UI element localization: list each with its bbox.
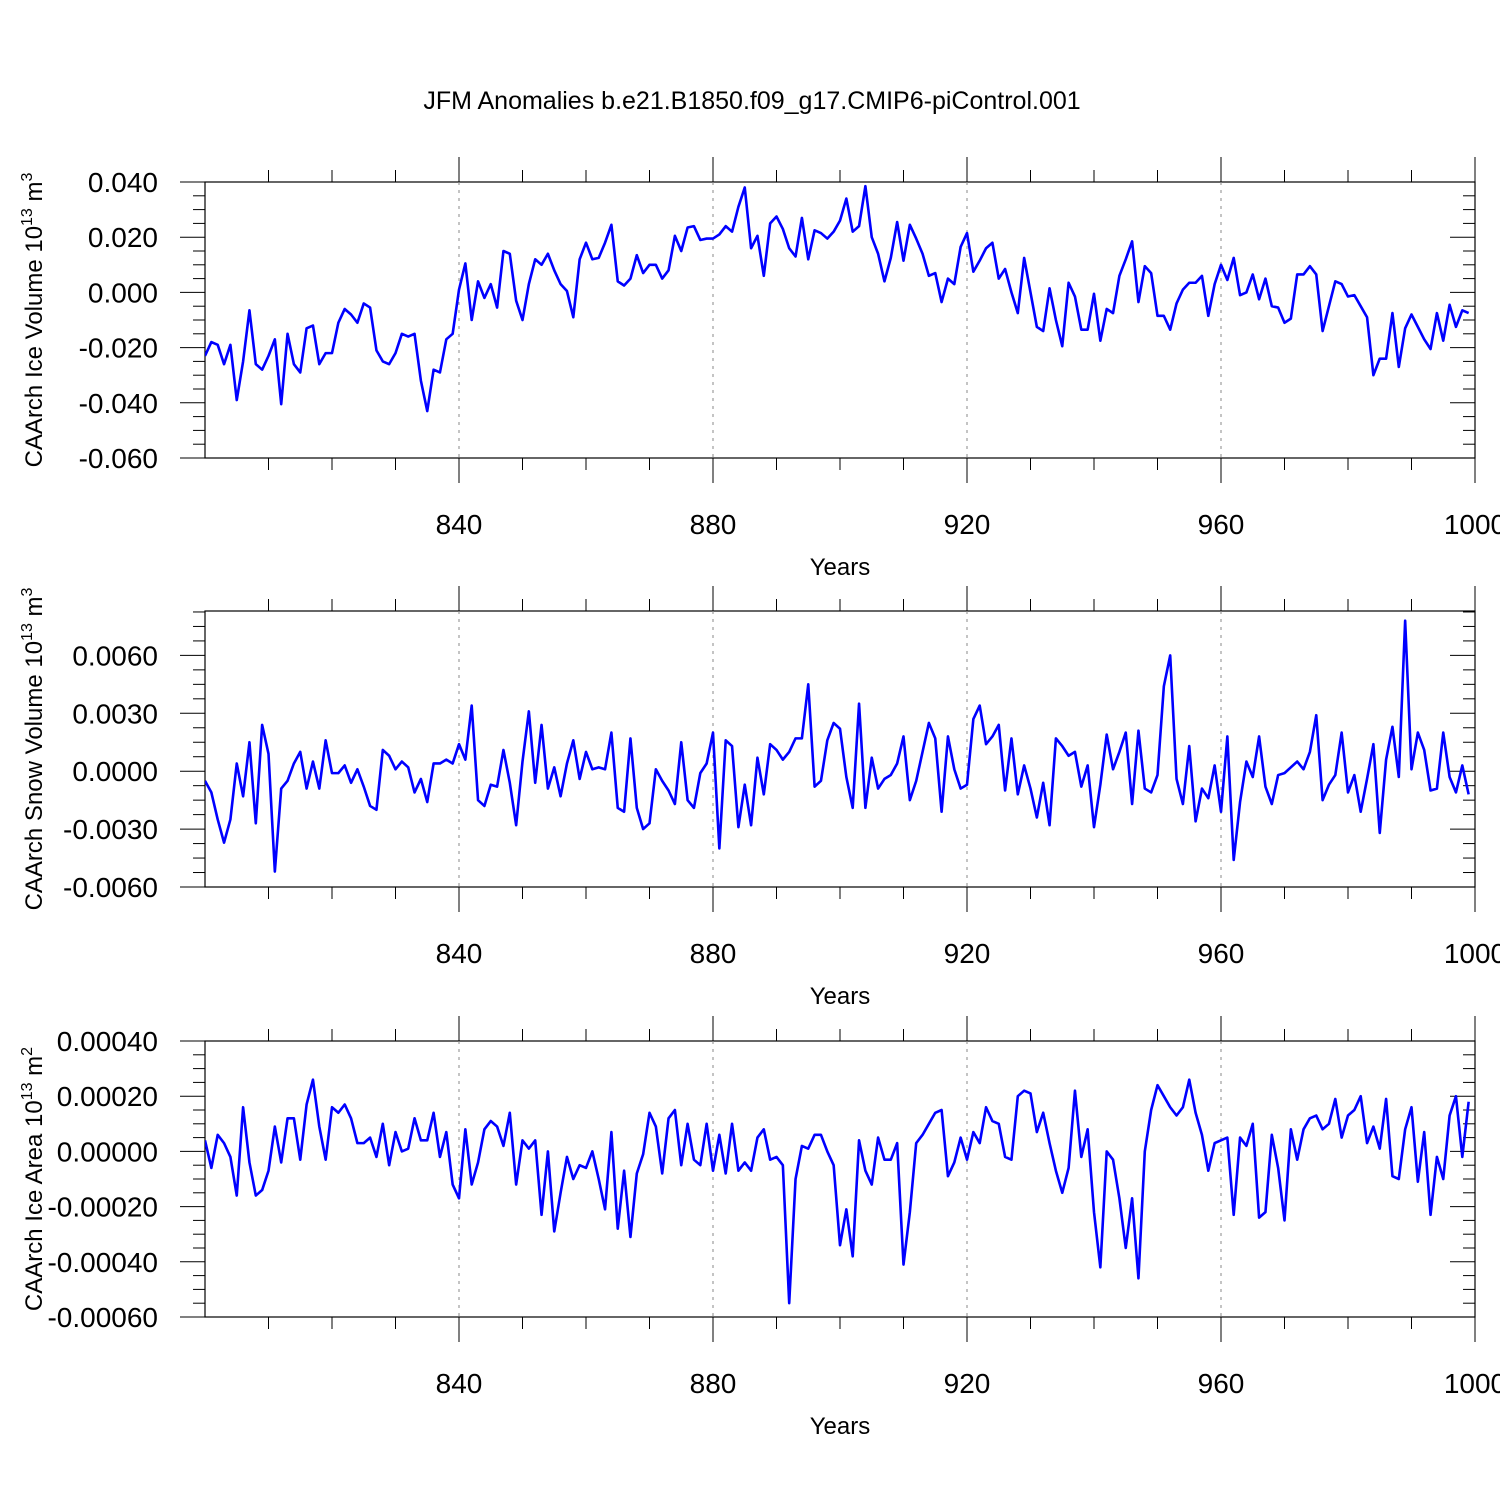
y-tick-label: -0.00060 — [47, 1302, 158, 1333]
x-tick-label: 920 — [944, 509, 991, 540]
y-tick-label: -0.020 — [79, 333, 158, 364]
x-tick-label: 840 — [436, 938, 483, 969]
x-tick-label: 880 — [690, 1368, 737, 1399]
series-line-snow-volume — [205, 619, 1470, 873]
x-tick-label: 920 — [944, 938, 991, 969]
x-tick-label: 880 — [690, 938, 737, 969]
y-axis-label: CAArch Ice Area 1013 m2 — [19, 1047, 48, 1311]
x-tick-label: 880 — [690, 509, 737, 540]
panel-ice-volume: 840 880 920 960 1000 Years 0.040 0.020 0.000 -0.0… — [19, 157, 1500, 581]
y-tick-label: 0.020 — [88, 222, 158, 253]
y-tick-label: 0.0030 — [72, 698, 158, 729]
y-tick-label: 0.0000 — [72, 756, 158, 787]
y-tick-label: 0.00020 — [57, 1081, 158, 1112]
page-title: JFM Anomalies b.e21.B1850.f09_g17.CMIP6-… — [423, 87, 1080, 115]
x-axis-label: Years — [810, 983, 871, 1010]
x-tick-label: 1000 — [1444, 509, 1500, 540]
y-axis-label: CAArch Snow Volume 1013 m3 — [19, 587, 48, 910]
panel-ice-area: 840 880 920 960 1000 Years 0.00040 0.00020 0.000… — [19, 1016, 1500, 1440]
x-tick-label: 1000 — [1444, 938, 1500, 969]
y-tick-label: -0.0060 — [63, 872, 158, 903]
plot-frame — [204, 610, 1476, 888]
x-axis-label: Years — [810, 554, 871, 581]
y-tick-label: 0.040 — [88, 167, 158, 198]
x-tick-label: 840 — [436, 1368, 483, 1399]
x-tick-label: 920 — [944, 1368, 991, 1399]
y-tick-label: 0.000 — [88, 277, 158, 308]
plot-frame — [204, 1040, 1476, 1318]
y-tick-label: 0.00000 — [57, 1136, 158, 1167]
y-tick-label: -0.00020 — [47, 1192, 158, 1223]
y-tick-label: 0.00040 — [57, 1026, 158, 1057]
y-tick-label: -0.040 — [79, 388, 158, 419]
x-tick-label: 960 — [1198, 938, 1245, 969]
x-axis-label: Years — [810, 1413, 871, 1440]
y-axis-label: CAArch Ice Volume 1013 m3 — [19, 172, 48, 467]
y-tick-label: -0.0030 — [63, 814, 158, 845]
y-tick-label: 0.0060 — [72, 640, 158, 671]
y-tick-label: -0.060 — [79, 443, 158, 474]
panel-snow-volume: 840 880 920 960 1000 Years 0.0060 0.0030 0.0000 -… — [19, 586, 1500, 1010]
y-tick-label: -0.00040 — [47, 1247, 158, 1278]
x-tick-label: 960 — [1198, 509, 1245, 540]
x-tick-label: 840 — [436, 509, 483, 540]
series-line-ice-volume — [205, 184, 1470, 413]
x-tick-label: 960 — [1198, 1368, 1245, 1399]
series-line-ice-area — [205, 1078, 1470, 1305]
x-tick-label: 1000 — [1444, 1368, 1500, 1399]
